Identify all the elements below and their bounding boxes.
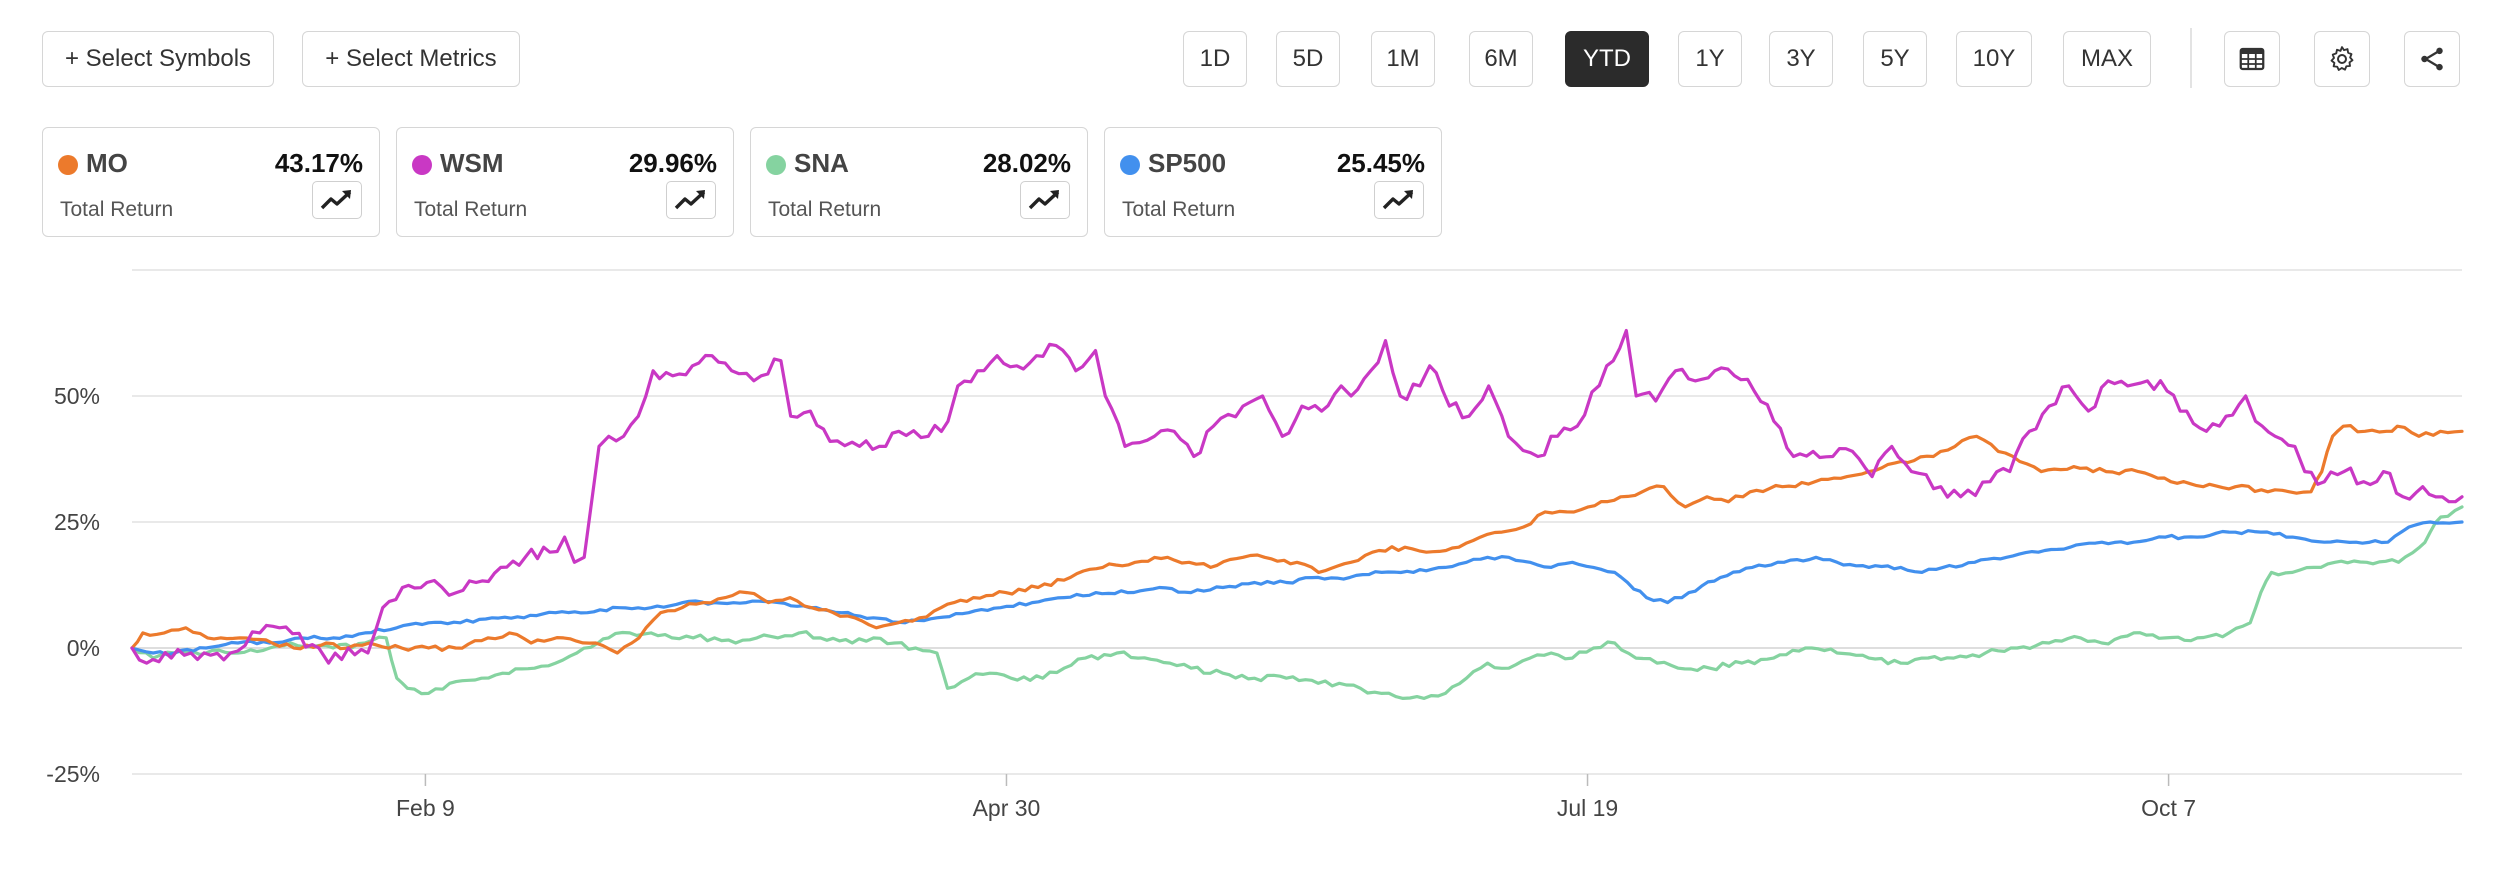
card-metric-label: Total Return xyxy=(768,198,882,221)
gear-icon xyxy=(2330,46,2354,71)
range-10y-button[interactable]: 10Y xyxy=(1956,31,2032,87)
trend-button[interactable] xyxy=(666,181,716,219)
series-color-dot xyxy=(1120,155,1140,175)
x-tick-label: Oct 7 xyxy=(2141,795,2196,821)
series-line-mo xyxy=(130,424,2464,655)
y-tick-label: 25% xyxy=(54,509,100,535)
trending-up-icon xyxy=(1028,190,1060,210)
series-color-dot xyxy=(766,155,786,175)
card-symbol: MO xyxy=(86,148,128,178)
trend-button[interactable] xyxy=(1020,181,1070,219)
card-metric-label: Total Return xyxy=(1122,198,1236,221)
range-3y-button[interactable]: 3Y xyxy=(1769,31,1833,87)
y-tick-label: -25% xyxy=(46,761,100,787)
settings-button[interactable] xyxy=(2314,31,2370,87)
symbol-card-sp500[interactable]: SP500 25.45% Total Return xyxy=(1104,127,1442,237)
trending-up-icon xyxy=(674,190,706,210)
symbol-card-wsm[interactable]: WSM 29.96% Total Return xyxy=(396,127,734,237)
share-icon xyxy=(2421,47,2443,71)
card-value: 28.02% xyxy=(982,148,1071,178)
select-symbols-button[interactable]: + Select Symbols xyxy=(42,31,274,87)
series-line-sp500 xyxy=(130,520,2464,657)
table-view-button[interactable] xyxy=(2224,31,2280,87)
series-line-sna xyxy=(130,505,2464,700)
range-1y-button[interactable]: 1Y xyxy=(1678,31,1742,87)
share-button[interactable] xyxy=(2404,31,2460,87)
card-value: 25.45% xyxy=(1336,148,1425,178)
card-symbol: SP500 xyxy=(1148,148,1227,178)
x-tick-label: Apr 30 xyxy=(973,795,1041,821)
range-6m-button[interactable]: 6M xyxy=(1469,31,1533,87)
table-icon xyxy=(2239,47,2265,71)
total-return-chart[interactable]: 50% 25% 0% -25% Feb 9 Apr 30 Jul 19 Oct 7 xyxy=(0,250,2500,884)
card-value: 29.96% xyxy=(628,148,717,178)
symbol-card-sna[interactable]: SNA 28.02% Total Return xyxy=(750,127,1088,237)
series-color-dot xyxy=(58,155,78,175)
card-metric-label: Total Return xyxy=(414,198,528,221)
range-ytd-button[interactable]: YTD xyxy=(1565,31,1649,87)
card-symbol: SNA xyxy=(794,148,849,178)
trending-up-icon xyxy=(1382,190,1414,210)
trend-button[interactable] xyxy=(1374,181,1424,219)
trend-button[interactable] xyxy=(312,181,362,219)
y-tick-label: 50% xyxy=(54,383,100,409)
series-line-wsm xyxy=(130,328,2464,665)
trending-up-icon xyxy=(320,190,352,210)
range-1d-button[interactable]: 1D xyxy=(1183,31,1247,87)
y-tick-label: 0% xyxy=(67,635,100,661)
select-metrics-button[interactable]: + Select Metrics xyxy=(302,31,520,87)
card-metric-label: Total Return xyxy=(60,198,174,221)
range-1m-button[interactable]: 1M xyxy=(1371,31,1435,87)
x-tick-label: Jul 19 xyxy=(1557,795,1618,821)
x-tick-label: Feb 9 xyxy=(396,795,455,821)
card-value: 43.17% xyxy=(274,148,363,178)
series-color-dot xyxy=(412,155,432,175)
range-5y-button[interactable]: 5Y xyxy=(1863,31,1927,87)
range-max-button[interactable]: MAX xyxy=(2063,31,2151,87)
symbol-card-mo[interactable]: MO 43.17% Total Return xyxy=(42,127,380,237)
card-symbol: WSM xyxy=(440,148,504,178)
toolbar-divider xyxy=(2190,28,2192,88)
range-5d-button[interactable]: 5D xyxy=(1276,31,1340,87)
